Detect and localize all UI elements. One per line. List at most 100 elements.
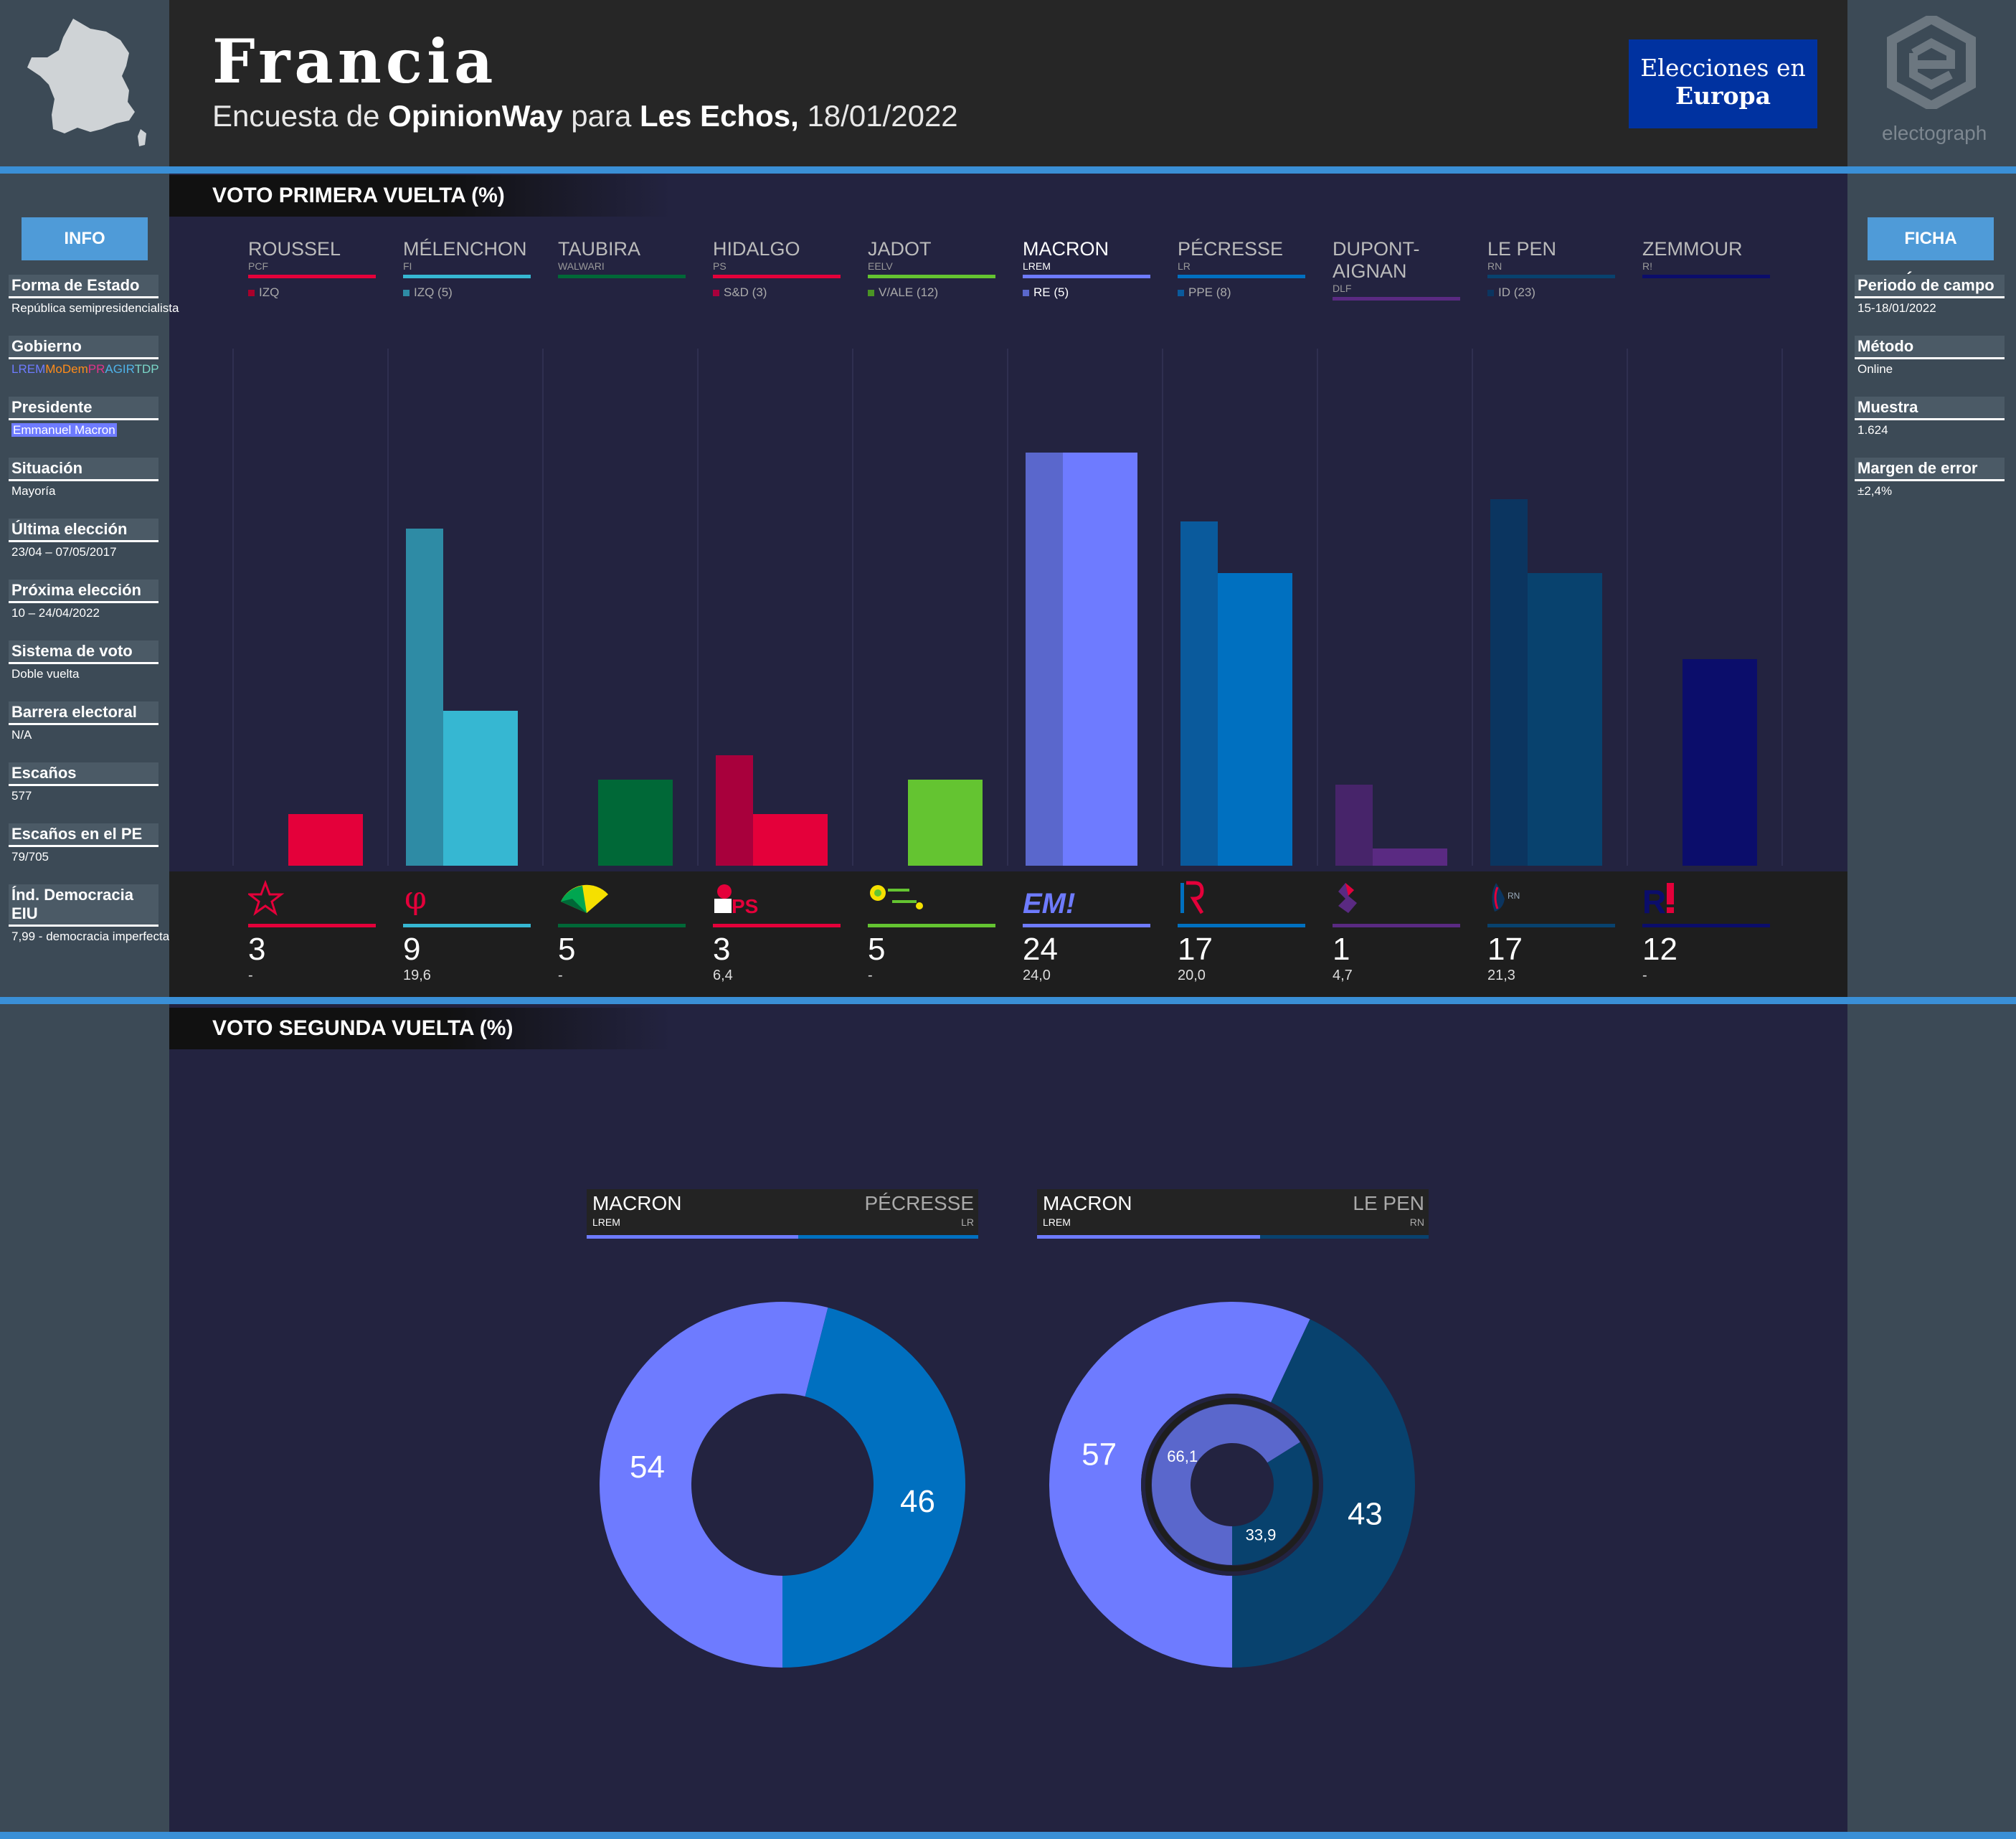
matchup-right-name: LE PEN (1353, 1192, 1424, 1214)
matchup-left-party: LREM (1043, 1216, 1071, 1228)
info-item: Situación Mayoría (9, 458, 158, 501)
info-item: Escaños en el PE 79/705 (9, 823, 158, 867)
poll-value: 5 (558, 932, 576, 967)
candidate-name: HIDALGO (713, 238, 800, 260)
candidate-color-line (403, 275, 531, 278)
candidate-result: 5- (868, 880, 995, 984)
candidate-name: LE PEN (1487, 238, 1557, 260)
candidate-color-line (1023, 275, 1150, 278)
flame-icon: RN (1492, 883, 1520, 912)
candidate-color-line (558, 275, 686, 278)
candidate-header: MÉLENCHON FI IZQ (5) (403, 238, 531, 301)
separator-bottom (0, 1832, 2016, 1839)
previous-value: 6,4 (713, 968, 733, 983)
candidate-party: LREM (1023, 260, 1051, 272)
electograph-brand: electograph (1882, 122, 1987, 144)
group-swatch (1178, 290, 1184, 296)
inner-ring-border (1145, 1398, 1319, 1571)
first-round-chart: ROUSSEL PCF IZQ MÉLENCHON FI IZQ (5) TAUBIRA WA… (169, 217, 1847, 871)
info-item-label: Próxima elección (9, 580, 158, 603)
info-item: Método Online (1855, 336, 2005, 379)
matchup-left-name: MACRON (1043, 1192, 1132, 1214)
lr-icon (1180, 881, 1204, 914)
info-item-label: Margen de error (1855, 458, 2005, 481)
candidate-party: LR (1178, 260, 1191, 272)
group-swatch (1487, 290, 1494, 296)
previous-value: 20,0 (1178, 968, 1206, 983)
gov-party-label: LREM (11, 362, 46, 376)
inner-slice-right (1232, 1442, 1312, 1565)
result-color-line (713, 924, 841, 927)
group-label: PPE (8) (1188, 285, 1231, 299)
poll-value: 17 (1487, 932, 1523, 967)
previous-value: - (248, 968, 253, 983)
candidate-name: PÉCRESSE (1178, 238, 1284, 260)
matchup-bar-right (1260, 1235, 1429, 1239)
matchup-right-party: LR (961, 1216, 974, 1228)
bar-previous (1335, 785, 1373, 866)
candidate-group: ID (23) (1487, 285, 1615, 301)
inner-label-right: 33,9 (1246, 1526, 1277, 1543)
section-header-second-round: VOTO SEGUNDA VUELTA (%) (169, 1008, 671, 1049)
info-item: Gobierno LREMMoDemPRAGIRTDP (9, 336, 159, 379)
poll-value: 9 (403, 932, 421, 967)
candidate-name: TAUBIRA (558, 238, 641, 260)
info-item-value: 79/705 (11, 850, 49, 864)
candidate-group (558, 285, 686, 301)
inner-label-left: 66,1 (1167, 1447, 1198, 1465)
result-color-line (868, 924, 995, 927)
candidate-party: WALWARI (558, 260, 605, 272)
candidate-header: MACRON LREM RE (5) (1023, 238, 1150, 301)
bar-poll (1218, 573, 1292, 866)
candidate-group: RE (5) (1023, 285, 1150, 301)
info-item: Última elección 23/04 – 07/05/2017 (9, 519, 158, 562)
client-name: Les Echos, (640, 99, 799, 133)
candidate-party: DLF (1333, 283, 1352, 294)
section-header-first-round: VOTO PRIMERA VUELTA (%) (169, 175, 671, 217)
column-divider (232, 349, 234, 866)
candidate-party: RN (1487, 260, 1502, 272)
info-item-value: 15-18/01/2022 (1858, 301, 1936, 315)
info-item-label: Sistema de voto (9, 640, 158, 664)
donut-label-left: 57 (1082, 1437, 1117, 1472)
candidate-result: 5- (558, 880, 686, 984)
candidate-color-line (1178, 275, 1305, 278)
badge-line2: Europa (1675, 82, 1771, 110)
info-item: Margen de error ±2,4% (1855, 458, 2005, 501)
info-item-label: Última elección (9, 519, 158, 542)
first-round-results-row (169, 871, 1847, 997)
info-item-label: Gobierno (9, 336, 158, 359)
matchup-header: MACRON LREM PÉCRESSE LR (587, 1189, 978, 1235)
elecciones-europa-badge: Elecciones en Europa (1629, 39, 1817, 128)
info-item: Escaños 577 (9, 762, 158, 806)
gov-party-label: MoDem (45, 362, 88, 376)
candidate-name: JADOT (868, 238, 932, 260)
info-item-label: Índ. Democracia EIU (9, 884, 158, 927)
info-item-value: Mayoría (11, 484, 56, 498)
info-item-value: N/A (11, 728, 32, 742)
info-item-value: ±2,4% (1858, 484, 1893, 498)
result-color-line (248, 924, 376, 927)
info-item-label: Escaños (9, 762, 158, 786)
matchup-left-name: MACRON (592, 1192, 682, 1214)
ficha-tecnica-button[interactable]: FICHA TÉCNICA (1868, 217, 1994, 291)
subtitle-mid: para (562, 99, 640, 133)
info-item-value: LREMMoDemPRAGIRTDP (9, 359, 159, 379)
info-item-label: Situación (9, 458, 158, 481)
president-name: Emmanuel Macron (11, 423, 117, 437)
bar-poll (1063, 453, 1137, 866)
phi-icon: φ (404, 880, 427, 917)
bar-previous (716, 755, 753, 866)
donut-slice-right (782, 1308, 965, 1668)
matchup-header: MACRON LREM LE PEN RN (1037, 1189, 1429, 1235)
column-divider (697, 349, 699, 866)
svg-text:φ: φ (404, 880, 427, 917)
info-button[interactable]: INFO (22, 217, 148, 260)
bar-previous (406, 528, 443, 866)
bar-poll (288, 814, 363, 866)
group-label: ID (23) (1498, 285, 1535, 299)
group-label: RE (5) (1033, 285, 1069, 299)
candidate-color-line (248, 275, 376, 278)
header-bar (169, 0, 1847, 166)
poll-value: 3 (713, 932, 731, 967)
